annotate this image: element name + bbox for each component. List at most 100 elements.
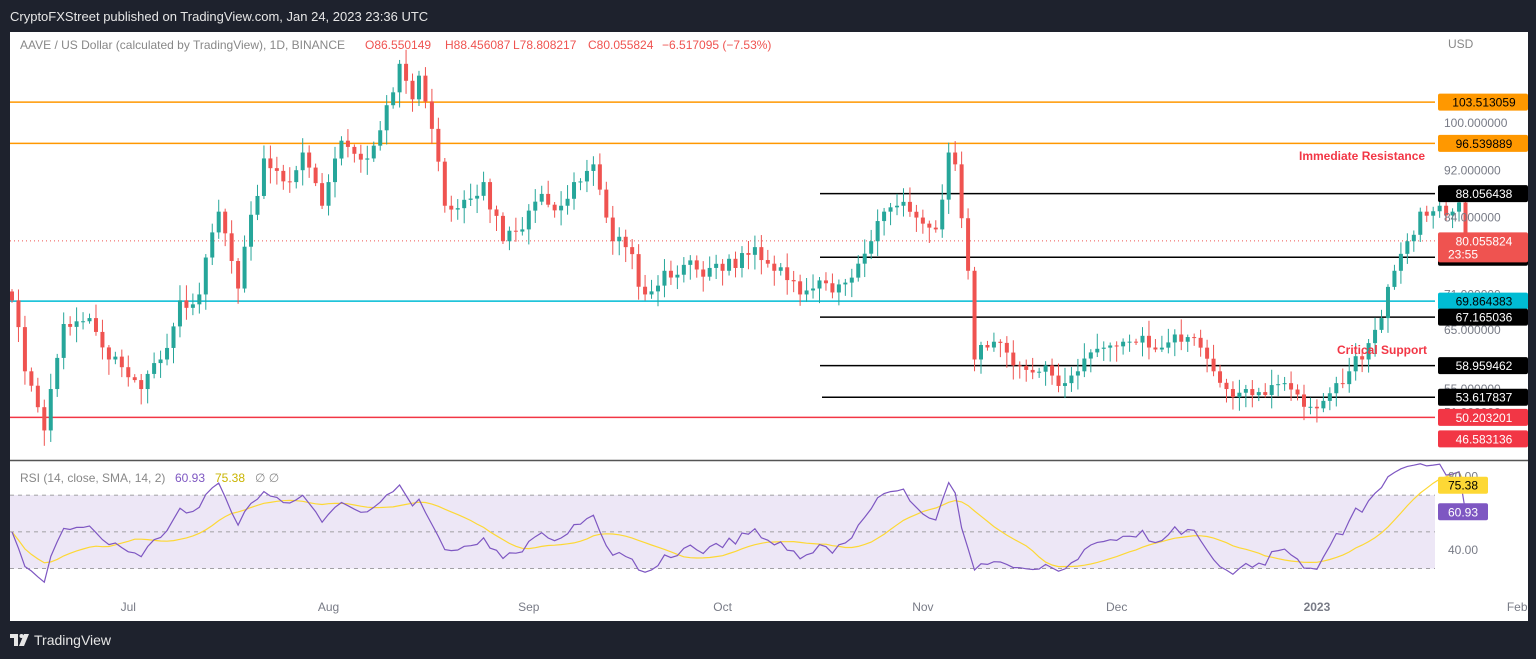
currency-label: USD	[1448, 37, 1474, 51]
candle-body	[345, 140, 350, 147]
candle-body	[1276, 384, 1281, 386]
candle-body	[268, 158, 273, 169]
level-badge-88.056438-bg	[1438, 185, 1528, 203]
candle-body	[623, 236, 628, 248]
candle-body	[1153, 347, 1158, 350]
immediate-resistance-label: Immediate Resistance	[1299, 149, 1425, 163]
rsi-tick-label: 40.00	[1448, 543, 1478, 557]
candle-body	[1192, 337, 1197, 339]
rsi-lines-layer	[11, 463, 1467, 584]
candle-body	[35, 385, 40, 408]
time-tick-label: Sep	[518, 600, 540, 614]
candle-body	[507, 230, 512, 242]
candle-body	[843, 282, 848, 285]
candle-body	[287, 181, 292, 183]
candle-body	[1263, 392, 1268, 395]
candle-body	[229, 233, 234, 262]
legend-symbol-name: AAVE / US Dollar (calculated by TradingV…	[20, 38, 345, 52]
rsi-value: 60.93	[175, 471, 205, 485]
candle-body	[1095, 348, 1100, 353]
candle-body	[1411, 234, 1416, 242]
candle-body	[727, 258, 732, 271]
candle-body	[339, 140, 344, 159]
candle-body	[1101, 347, 1106, 349]
candle-body	[1185, 337, 1190, 342]
candle-body	[785, 267, 790, 281]
candle-body	[707, 267, 712, 277]
candle-body	[1302, 394, 1306, 407]
candle-body	[203, 257, 208, 295]
level-lines-layer	[10, 101, 1435, 419]
critical-support-label: Critical Support	[1337, 343, 1427, 357]
candle-body	[830, 283, 835, 293]
candle-body	[972, 270, 977, 360]
candle-body	[895, 205, 900, 208]
candle-body	[668, 270, 673, 278]
candle-body	[1282, 383, 1287, 385]
chart-frame[interactable]: 100.00000092.00000084.00000071.00000065.…	[10, 32, 1528, 621]
candle-body	[1030, 369, 1035, 373]
candle-body	[281, 170, 286, 182]
candle-body	[488, 182, 493, 210]
candle-body	[901, 201, 906, 206]
rsi-badge: 60.93	[1448, 505, 1478, 519]
candle-body	[397, 63, 402, 93]
candle-body	[817, 280, 822, 289]
candle-body	[74, 321, 79, 327]
candle-body	[1121, 341, 1126, 347]
tradingview-brand: TradingView	[34, 632, 112, 648]
last-price-badge-bg	[1438, 232, 1528, 263]
candle-body	[1360, 356, 1365, 360]
candle-body	[733, 258, 738, 268]
candle-body	[559, 205, 564, 211]
candle-body	[500, 215, 505, 242]
candle-body	[875, 221, 880, 242]
time-tick-label: Aug	[318, 600, 339, 614]
candle-body	[139, 380, 144, 390]
level-badge-58.959462-bg	[1438, 357, 1528, 375]
level-badge-96.539889-bg	[1438, 134, 1528, 152]
candle-body	[1075, 371, 1080, 376]
candle-body	[274, 168, 279, 171]
candle-body	[714, 263, 719, 268]
candle-body	[1179, 334, 1184, 342]
candle-body	[533, 201, 538, 211]
rsi-sma-badge-bg	[1438, 476, 1488, 494]
candle-body	[106, 347, 111, 360]
time-tick-label: Jul	[121, 600, 136, 614]
candle-body	[391, 92, 396, 106]
candle-body	[300, 152, 305, 171]
price-chart-svg[interactable]: 100.00000092.00000084.00000071.00000065.…	[10, 32, 1528, 621]
candle-body	[1289, 383, 1294, 390]
level-badge-96.539889: 96.539889	[1456, 137, 1513, 151]
candle-body	[959, 164, 964, 219]
candle-body	[1198, 337, 1203, 348]
candle-body	[177, 300, 182, 327]
candle-body	[1218, 371, 1223, 383]
candle-body	[100, 331, 105, 348]
candle-body	[1037, 371, 1042, 373]
candle-body	[823, 280, 828, 284]
level-badge-88.056438: 88.056438	[1456, 187, 1513, 201]
rsi-extra: ∅ ∅	[255, 471, 279, 485]
candle-body	[946, 152, 951, 200]
candle-body	[662, 270, 667, 286]
candle-body	[1385, 286, 1390, 319]
candle-body	[1056, 375, 1061, 386]
candle-body	[1347, 371, 1352, 385]
level-badge-69.864383-bg	[1438, 292, 1528, 310]
publish-header: CryptoFXStreet published on TradingView.…	[0, 0, 1536, 32]
candle-body	[1269, 385, 1274, 395]
candle-body	[882, 211, 887, 222]
rsi-sma-badge: 75.38	[1448, 479, 1478, 493]
candle-body	[811, 288, 816, 291]
candle-body	[320, 183, 325, 206]
candle-body	[1134, 341, 1139, 343]
candle-body	[152, 363, 157, 374]
candle-body	[1108, 345, 1113, 348]
candle-body	[190, 304, 195, 308]
candle-body	[93, 318, 98, 332]
candle-body	[681, 264, 686, 275]
candle-body	[1418, 211, 1423, 235]
candle-body	[1256, 392, 1261, 396]
